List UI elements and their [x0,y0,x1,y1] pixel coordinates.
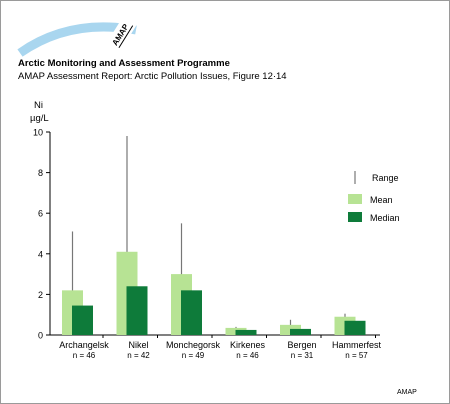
bar-median [290,328,311,335]
bar-median [181,290,202,335]
legend: Range Mean Median [348,171,400,223]
x-tick-label: Nikel [128,340,148,350]
credit-label: AMAP [397,389,417,396]
y-tick-label: 10 [33,128,43,138]
legend-range-label: Range [372,173,399,183]
bar-median [126,286,148,335]
y-tick-label: 6 [38,209,43,219]
legend-mean-swatch [348,194,362,204]
y-tick-label: 8 [38,168,43,178]
range-lines [71,136,346,335]
x-tick-label: Kirkenes [230,340,266,350]
legend-mean-label: Mean [370,195,393,205]
y-tick-label: 2 [38,290,43,300]
legend-median-swatch [348,212,362,222]
bars [62,251,366,335]
x-tick-label: Monchegorsk [166,340,221,350]
y-axis-label-unit: µg/L [30,113,49,124]
bar-median [344,320,366,335]
x-tick-label: Archangelsk [59,340,109,350]
figure-title: Arctic Monitoring and Assessment Program… [18,58,230,69]
x-sample-size: n = 49 [182,351,205,360]
x-tick-label: Hammerfest [332,340,382,350]
x-sample-size: n = 42 [127,351,150,360]
y-ticks: 0 2 4 6 8 10 [33,128,50,341]
x-sample-size: n = 46 [236,351,259,360]
y-tick-label: 0 [38,331,43,341]
logo: AMAP [106,17,137,51]
x-sample-size: n = 31 [291,351,314,360]
y-axis-label-element: Ni [34,100,43,111]
bar-median [72,305,93,335]
bar-median [235,329,257,335]
legend-median-label: Median [370,213,400,223]
y-tick-label: 4 [38,249,43,259]
x-sample-size: n = 57 [345,351,368,360]
x-sample-size: n = 46 [73,351,96,360]
x-tick-label: Bergen [287,340,316,350]
figure-subtitle: AMAP Assessment Report: Arctic Pollution… [18,71,287,82]
